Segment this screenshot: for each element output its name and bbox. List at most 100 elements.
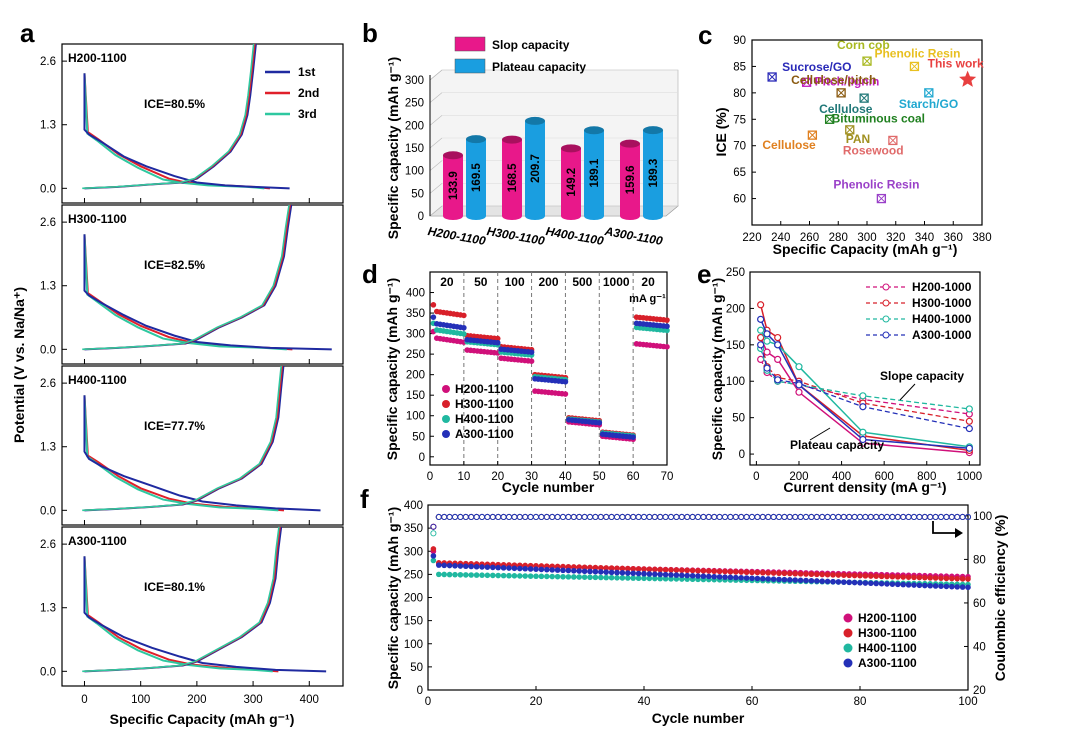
capacity-point	[635, 575, 642, 582]
capacity-point	[803, 571, 809, 577]
ce-point	[430, 523, 437, 530]
plot-frame	[749, 271, 981, 466]
ce-point	[948, 513, 955, 521]
data-point-cross	[802, 77, 811, 87]
ce-point	[441, 513, 448, 521]
capacity-point	[441, 562, 448, 569]
plateau-point	[859, 435, 867, 444]
plateau-line	[759, 304, 970, 452]
capacity-point	[673, 576, 680, 582]
capacity-point	[452, 571, 458, 578]
series-line-3rd	[83, 234, 287, 351]
series-line-3rd-charge	[82, 204, 290, 351]
capacity-point	[619, 565, 626, 572]
point-label: PAN	[846, 132, 870, 146]
arrow-to-right-axis	[932, 521, 955, 534]
capacity-point	[457, 563, 464, 569]
annotation-plateau: Plateau capacity	[790, 438, 884, 452]
x-tick-label: 0	[427, 471, 433, 483]
y-tick-label: 200	[726, 303, 745, 315]
capacity-point	[581, 564, 588, 571]
y-tick-label: 100	[726, 376, 745, 388]
x-tick-label: 300	[857, 232, 876, 244]
capacity-point	[695, 567, 701, 574]
plateau-point	[757, 315, 765, 323]
capacity-point	[662, 575, 669, 582]
y-tick-label: 0.0	[40, 505, 56, 517]
capacity-point	[857, 579, 863, 586]
bar-slope	[561, 148, 581, 216]
capacity-point	[625, 565, 631, 572]
bar-cap	[502, 135, 522, 144]
y-tick-label: 85	[733, 61, 746, 73]
ce-point	[765, 513, 772, 521]
y-tick-label: 100	[404, 639, 423, 651]
bar-cap	[525, 116, 545, 125]
ce-point	[770, 513, 777, 521]
capacity-point	[614, 569, 620, 576]
y-tick-label: 300	[404, 546, 423, 558]
capacity-point	[527, 573, 534, 579]
panel-f-cycling-stability: f 0 20 40 60 80 100 0 50 100 150 200 250 300 350 400 20 4…	[360, 484, 1008, 726]
ice-label: ICE=82.5%	[144, 258, 205, 272]
series-line-1st	[83, 395, 321, 512]
x-tick-label: 800	[917, 471, 936, 483]
point-label: Phenolic Resin	[833, 178, 919, 192]
capacity-point	[949, 583, 955, 590]
ce-point	[900, 513, 907, 521]
capacity-point	[916, 582, 923, 589]
bar-slope	[620, 143, 640, 216]
legend-label: H300-1000	[912, 296, 972, 310]
bar-base	[620, 212, 640, 220]
capacity-point	[760, 569, 766, 576]
legend-marker	[442, 400, 450, 408]
capacity-point	[846, 572, 852, 579]
capacity-point	[592, 574, 599, 581]
series-line-2nd-charge	[83, 43, 256, 190]
capacity-point	[695, 573, 701, 579]
subplot-label: A300-1100	[68, 534, 127, 548]
y-tick-label: 1.3	[40, 442, 56, 454]
gridline	[429, 92, 443, 103]
data-point	[888, 135, 898, 146]
ce-point	[554, 513, 561, 521]
x-tick-label: 200	[187, 694, 206, 706]
capacity-point	[641, 570, 647, 577]
point-label: This work	[928, 57, 984, 71]
x-tick-label: 60	[746, 696, 759, 708]
capacity-point	[576, 574, 582, 580]
capacity-point	[862, 573, 869, 579]
capacity-point	[452, 563, 458, 569]
ce-point	[495, 513, 502, 521]
y-tick-label: 150	[404, 616, 423, 628]
plateau-point	[757, 326, 765, 334]
y-tick-label: 1.3	[40, 281, 56, 293]
capacity-point	[824, 578, 831, 585]
capacity-point	[932, 575, 939, 581]
capacity-point	[824, 571, 831, 578]
plateau-point	[965, 444, 973, 452]
capacity-point	[479, 572, 485, 579]
gridline	[429, 69, 443, 81]
ce-point	[484, 513, 491, 521]
ce-point	[619, 513, 626, 521]
y-tick-label: 250	[726, 267, 745, 279]
y-tick-label: 0.0	[40, 183, 56, 195]
capacity-point	[884, 573, 890, 580]
rate-label: 100	[505, 275, 525, 289]
capacity-point	[625, 570, 631, 576]
series-line-2nd-charge	[83, 526, 281, 673]
y-tick-label: 65	[733, 167, 746, 179]
capacity-point	[587, 564, 593, 571]
capacity-point	[851, 579, 858, 586]
capacity-point	[538, 573, 545, 580]
legend-marker	[442, 385, 450, 393]
y-tick-label: 50	[411, 188, 424, 200]
capacity-point	[711, 573, 717, 580]
capacity-point	[554, 573, 561, 580]
ice-label: ICE=80.1%	[144, 580, 205, 594]
gridline	[429, 183, 443, 194]
capacity-point	[743, 575, 750, 581]
capacity-point	[679, 567, 685, 574]
subplot-frame	[61, 365, 344, 526]
